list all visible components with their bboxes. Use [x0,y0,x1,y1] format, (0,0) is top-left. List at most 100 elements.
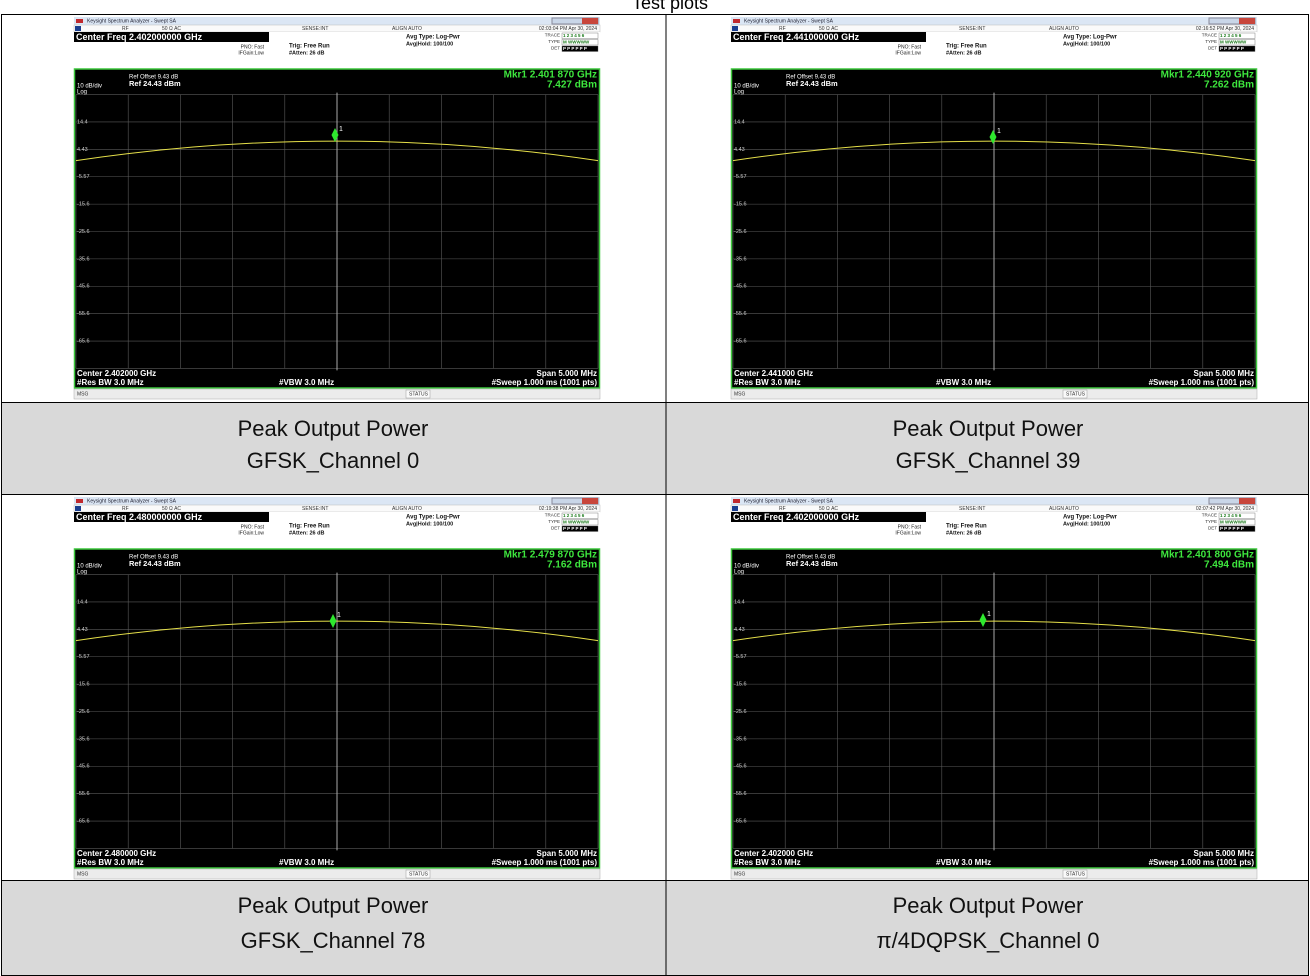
marker-freq: Mkr1 2.479 870 GHz [504,550,597,561]
trace-label: TRACE [1202,33,1217,38]
window-title: Keysight Spectrum Analyzer - Swept SA [87,18,177,24]
y-tick-label: -65.6 [77,338,90,344]
app-icon [76,19,83,23]
caption-title: Peak Output Power [893,893,1084,918]
trig: Trig: Free Run [946,44,987,50]
vbw: #VBW 3.0 MHz [936,378,991,387]
atten: #Atten: 26 dB [289,530,324,536]
marker-id: 1 [997,128,1001,135]
spectrum-screenshot: Keysight Spectrum Analyzer - Swept SA RF 5… [73,497,601,880]
trace-value: 1 2 3 4 5 6 [1220,513,1242,518]
app-icon [76,499,83,503]
y-tick-label: -35.6 [734,736,747,742]
y-tick-label: -35.6 [77,736,90,742]
log-label: Log [734,90,744,96]
pno: PNO: Fast [241,524,265,530]
y-tick-label: -65.6 [734,338,747,344]
caption-row [1,402,1309,494]
sweep: #Sweep 1.000 ms (1001 pts) [1149,378,1255,387]
close-button [1239,498,1255,504]
trace-value: M WWWWW [1220,519,1247,524]
y-tick-label: 14.4 [77,119,88,125]
timestamp: 02:19:38 PM Apr 30, 2024 [539,506,597,512]
log-label: Log [77,570,87,576]
marker-freq: Mkr1 2.440 920 GHz [1161,70,1254,81]
caption-title: Peak Output Power [238,893,429,918]
center: Center 2.402000 GHz [77,369,156,378]
ifgain: IFGain:Low [895,50,921,56]
avg-type: Avg Type: Log-Pwr [406,515,461,521]
input-label: 50 Ω AC [162,26,181,32]
trace-box [1218,45,1256,52]
ifgain: IFGain:Low [238,530,264,536]
span: Span 5.000 MHz [1194,849,1254,858]
avg-hold: Avg|Hold: 100/100 [406,521,453,527]
trace-box [1218,525,1256,532]
vbw: #VBW 3.0 MHz [279,858,334,867]
sweep: #Sweep 1.000 ms (1001 pts) [492,858,598,867]
timestamp: 02:16:52 PM Apr 30, 2024 [1196,26,1254,32]
avg-type: Avg Type: Log-Pwr [1063,515,1118,521]
y-tick-label: -55.6 [77,791,90,797]
rf-label: RF [779,26,786,32]
status-box [405,389,431,399]
center-freq-box [731,32,926,42]
marker [331,128,339,142]
trace-value: 1 2 3 4 5 6 [563,33,585,38]
y-tick-label: -25.6 [77,229,90,235]
scale: 10 dB/div [77,564,102,570]
marker-id: 1 [339,126,343,133]
caption: π/4DQPSK_Channel 0 [876,928,1099,953]
timestamp: 02:07:42 PM Apr 30, 2024 [1196,506,1254,512]
marker [979,613,987,627]
status: STATUS [409,391,429,397]
trace [732,620,1256,642]
trace-value: 1 2 3 4 5 6 [563,513,585,518]
center: Center 2.441000 GHz [734,369,813,378]
ref-level: Ref 24.43 dBm [129,79,181,88]
title-bar [731,497,1257,505]
y-tick-label: -65.6 [77,818,90,824]
marker-level: 7.494 dBm [1204,560,1254,571]
align-label: ALIGN AUTO [1049,506,1079,512]
status-bar [730,388,1258,400]
avg-hold: Avg|Hold: 100/100 [1063,41,1110,47]
close-button [582,18,598,24]
scale: 10 dB/div [77,84,102,90]
ifgain: IFGain:Low [895,530,921,536]
trace-value: P P P P P P [563,526,587,531]
y-tick-label: -5.57 [734,174,747,180]
window-title: Keysight Spectrum Analyzer - Swept SA [744,498,834,504]
trace-label: TYPE [548,519,560,524]
caption: GFSK_Channel 0 [247,448,419,473]
marker-id: 1 [337,612,341,619]
y-tick-label: -5.57 [734,654,747,660]
trace-value: M WWWWW [563,519,590,524]
sweep: #Sweep 1.000 ms (1001 pts) [1149,858,1255,867]
y-tick-label: 4.43 [77,627,88,633]
ref-offset: Ref Offset 9.43 dB [786,555,835,561]
caption-title: Peak Output Power [238,416,429,441]
status: STATUS [1066,391,1086,397]
trace-label: TRACE [545,513,560,518]
caption: GFSK_Channel 39 [896,448,1081,473]
app-icon [733,499,740,503]
ref-level: Ref 24.43 dBm [786,79,838,88]
ref-offset: Ref Offset 9.43 dB [129,75,178,81]
atten: #Atten: 26 dB [289,50,324,56]
status-box [1062,869,1088,879]
rf-label: RF [122,506,129,512]
trig: Trig: Free Run [946,524,987,530]
title-bar [74,17,600,25]
marker [329,614,337,628]
marker-id: 1 [987,611,991,618]
sense-label: SENSE:INT [302,506,328,512]
align-label: ALIGN AUTO [392,506,422,512]
pno: PNO: Fast [898,44,922,50]
center-freq-box [74,512,269,522]
rl-badge [732,506,738,511]
y-tick-label: -25.6 [734,709,747,715]
y-tick-label: 14.4 [734,119,745,125]
y-tick-label: 4.43 [734,627,745,633]
